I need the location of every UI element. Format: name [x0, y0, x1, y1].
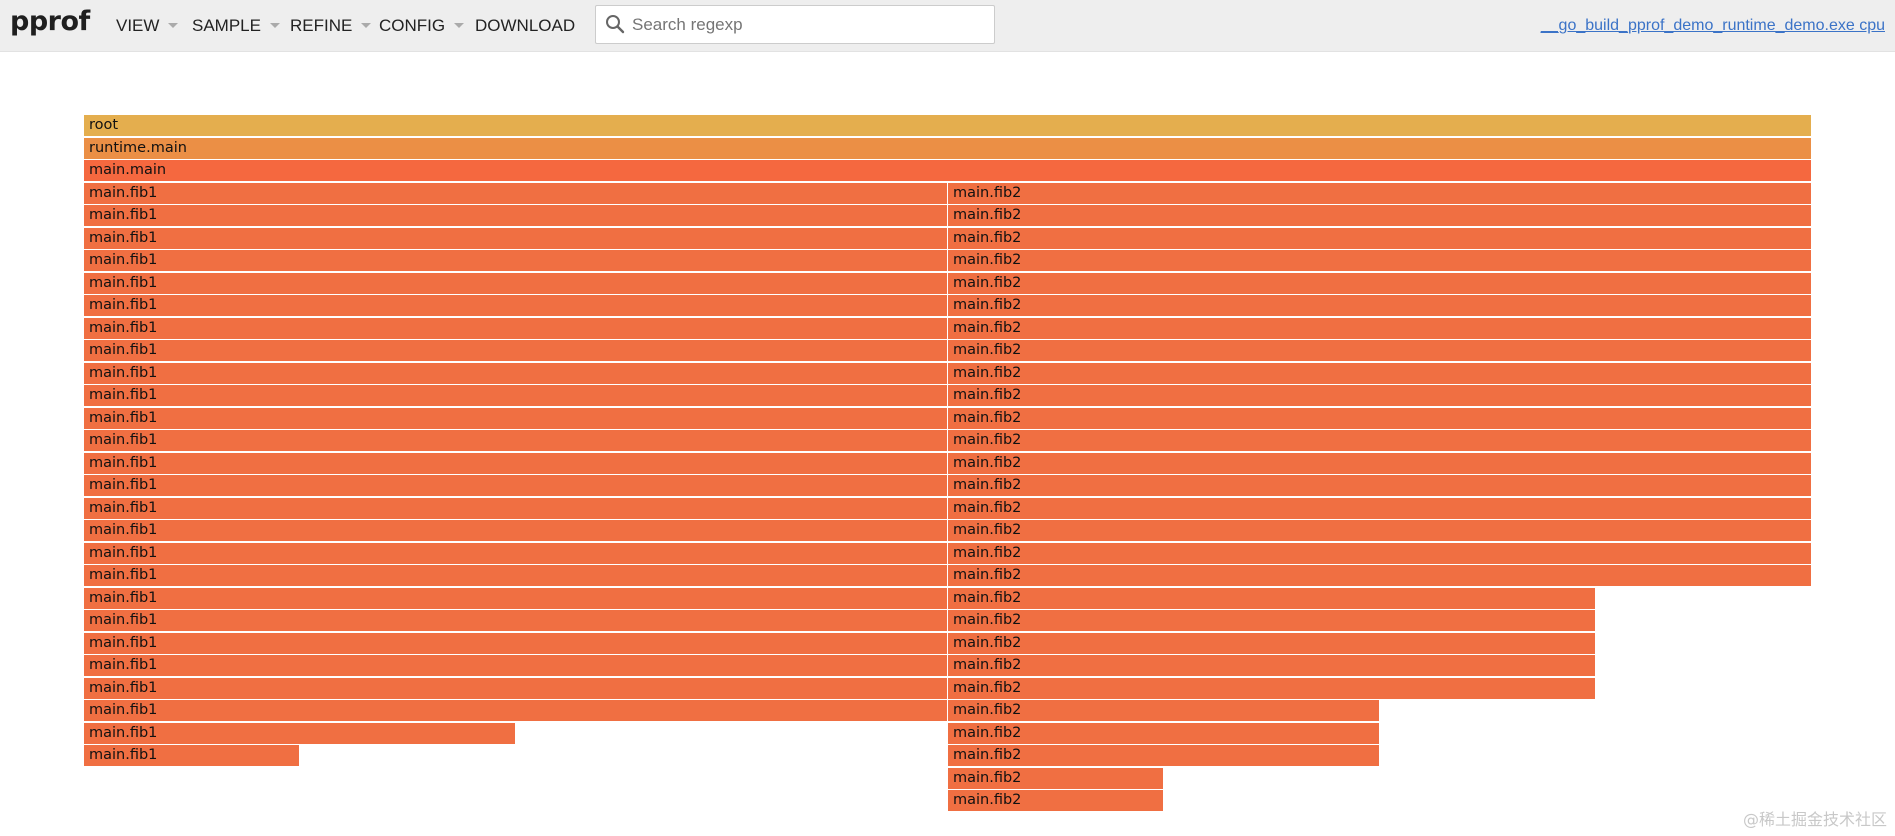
- menu-download[interactable]: DOWNLOAD: [475, 0, 575, 51]
- menu-refine-label: REFINE: [290, 16, 353, 35]
- flame-frame-main-fib1[interactable]: main.fib1: [84, 340, 947, 361]
- flame-frame-main-fib1[interactable]: main.fib1: [84, 722, 515, 744]
- flame-frame-main-fib2[interactable]: main.fib2: [948, 430, 1811, 451]
- flame-frame-runtime-main[interactable]: runtime.main: [84, 137, 1811, 159]
- flame-frame-main-fib2[interactable]: main.fib2: [948, 385, 1811, 406]
- flame-frame-main-fib1[interactable]: main.fib1: [84, 677, 947, 699]
- menu-sample[interactable]: SAMPLE: [192, 0, 280, 51]
- flame-frame-main-fib2[interactable]: main.fib2: [948, 295, 1811, 316]
- flame-frame-main-fib1[interactable]: main.fib1: [84, 632, 947, 654]
- flame-frame-main-fib2[interactable]: main.fib2: [948, 475, 1811, 496]
- flame-frame-main-fib2[interactable]: main.fib2: [948, 790, 1163, 811]
- flame-frame-main-fib2[interactable]: main.fib2: [948, 632, 1595, 654]
- flame-frame-main-fib2[interactable]: main.fib2: [948, 362, 1811, 384]
- flame-frame-main-fib2[interactable]: main.fib2: [948, 497, 1811, 519]
- app-logo[interactable]: pprof: [10, 6, 90, 37]
- flame-frame-main-fib1[interactable]: main.fib1: [84, 182, 947, 204]
- chevron-down-icon: [269, 23, 280, 28]
- flame-frame-main-fib2[interactable]: main.fib2: [948, 542, 1811, 564]
- flame-frame-root[interactable]: root: [84, 115, 1811, 136]
- flame-frame-main-fib2[interactable]: main.fib2: [948, 407, 1811, 429]
- flame-frame-main-fib2[interactable]: main.fib2: [948, 610, 1595, 631]
- flame-frame-main-fib2[interactable]: main.fib2: [948, 722, 1379, 744]
- flame-frame-main-fib2[interactable]: main.fib2: [948, 227, 1811, 249]
- search-box: [595, 5, 995, 44]
- chevron-down-icon: [168, 23, 179, 28]
- flame-frame-main-fib2[interactable]: main.fib2: [948, 677, 1595, 699]
- flame-frame-main-fib2[interactable]: main.fib2: [948, 182, 1811, 204]
- flame-frame-main-fib2[interactable]: main.fib2: [948, 340, 1811, 361]
- flame-frame-main-fib2[interactable]: main.fib2: [948, 745, 1379, 766]
- flame-frame-main-fib1[interactable]: main.fib1: [84, 407, 947, 429]
- flame-frame-main-fib1[interactable]: main.fib1: [84, 317, 947, 339]
- chevron-down-icon: [454, 23, 465, 28]
- flame-frame-main-fib2[interactable]: main.fib2: [948, 700, 1379, 721]
- flame-frame-main-main[interactable]: main.main: [84, 160, 1811, 181]
- flame-frame-main-fib1[interactable]: main.fib1: [84, 272, 947, 294]
- menu-config[interactable]: CONFIG: [379, 0, 465, 51]
- flame-frame-main-fib1[interactable]: main.fib1: [84, 655, 947, 676]
- flame-frame-main-fib1[interactable]: main.fib1: [84, 362, 947, 384]
- flame-frame-main-fib2[interactable]: main.fib2: [948, 317, 1811, 339]
- flame-frame-main-fib1[interactable]: main.fib1: [84, 542, 947, 564]
- flame-frame-main-fib1[interactable]: main.fib1: [84, 227, 947, 249]
- flame-frame-main-fib1[interactable]: main.fib1: [84, 497, 947, 519]
- flame-frame-main-fib2[interactable]: main.fib2: [948, 565, 1811, 586]
- profile-link[interactable]: __go_build_pprof_demo_runtime_demo.exe c…: [1540, 17, 1885, 34]
- search-icon: [606, 15, 625, 34]
- menu-download-label: DOWNLOAD: [475, 16, 576, 35]
- flame-frame-main-fib1[interactable]: main.fib1: [84, 475, 947, 496]
- flame-frame-main-fib2[interactable]: main.fib2: [948, 587, 1595, 609]
- flame-frame-main-fib2[interactable]: main.fib2: [948, 520, 1811, 541]
- flame-frame-main-fib1[interactable]: main.fib1: [84, 520, 947, 541]
- flame-frame-main-fib1[interactable]: main.fib1: [84, 385, 947, 406]
- flame-frame-main-fib1[interactable]: main.fib1: [84, 700, 947, 721]
- top-toolbar: pprof VIEW SAMPLE REFINE CONFIG DOWNLOAD…: [0, 0, 1895, 52]
- watermark: @稀土掘金技术社区: [1742, 810, 1887, 829]
- menu-config-label: CONFIG: [379, 16, 446, 35]
- flame-frame-main-fib1[interactable]: main.fib1: [84, 430, 947, 451]
- flame-frame-main-fib2[interactable]: main.fib2: [948, 655, 1595, 676]
- menu-view[interactable]: VIEW: [116, 0, 179, 51]
- flame-frame-main-fib1[interactable]: main.fib1: [84, 295, 947, 316]
- flame-frame-main-fib1[interactable]: main.fib1: [84, 610, 947, 631]
- flame-frame-main-fib2[interactable]: main.fib2: [948, 767, 1163, 789]
- flame-frame-main-fib2[interactable]: main.fib2: [948, 250, 1811, 271]
- flame-frame-main-fib1[interactable]: main.fib1: [84, 452, 947, 474]
- menu-refine[interactable]: REFINE: [290, 0, 372, 51]
- flame-graph: root runtime.main main.main main.fib1 main.f…: [84, 115, 1812, 815]
- flame-frame-main-fib1[interactable]: main.fib1: [84, 205, 947, 226]
- flame-frame-main-fib2[interactable]: main.fib2: [948, 205, 1811, 226]
- menu-sample-label: SAMPLE: [192, 16, 261, 35]
- flame-frame-main-fib2[interactable]: main.fib2: [948, 272, 1811, 294]
- search-input[interactable]: [630, 6, 982, 43]
- flame-frame-main-fib1[interactable]: main.fib1: [84, 565, 947, 586]
- chevron-down-icon: [361, 23, 372, 28]
- menu-view-label: VIEW: [116, 16, 160, 35]
- flame-frame-main-fib2[interactable]: main.fib2: [948, 452, 1811, 474]
- flame-frame-main-fib1[interactable]: main.fib1: [84, 745, 299, 766]
- flame-frame-main-fib1[interactable]: main.fib1: [84, 250, 947, 271]
- flame-frame-main-fib1[interactable]: main.fib1: [84, 587, 947, 609]
